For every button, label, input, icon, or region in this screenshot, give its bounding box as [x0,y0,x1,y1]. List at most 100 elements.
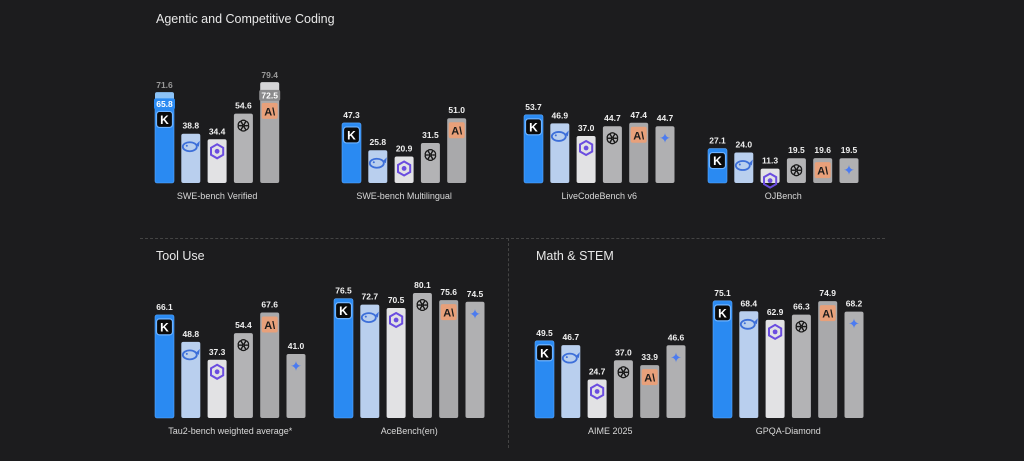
kimi-k-icon: K [334,302,353,320]
value-label: 19.5 [788,145,805,155]
value-label: 67.6 [261,300,278,310]
openai-icon [795,320,808,333]
qwen-icon [210,363,225,380]
svg-text:✦: ✦ [290,359,302,375]
deepseek-whale-icon [368,157,387,169]
value-label: 47.4 [630,110,647,120]
svg-text:A\: A\ [451,126,462,138]
value-label: 27.1 [709,136,726,146]
svg-text:K: K [540,346,549,360]
svg-text:✦: ✦ [670,350,682,366]
anthropic-icon: A\ [448,122,465,139]
svg-text:K: K [160,113,169,127]
bar-anthropic [439,300,459,418]
section-title-tool-use: Tool Use [156,249,205,263]
bar-qwen [765,319,785,418]
value-label: 37.3 [209,347,226,357]
benchmark-label: SWE-bench Verified [177,191,258,201]
kimi-k-icon: K [342,126,361,144]
gemini-sparkle-icon: ✦ [843,163,855,179]
value-label: 24.7 [589,366,606,376]
bar-kimi [333,298,354,419]
kimi-k-icon: K [155,110,174,129]
value-label: 19.6 [814,145,831,155]
deepseek-whale-icon [734,159,753,171]
bar-deepseek [561,345,581,418]
value-label: 76.5 [335,286,352,296]
svg-text:K: K [347,128,356,142]
bar-deepseek [734,152,754,183]
value-badge [154,98,175,110]
value-label: 34.4 [209,126,226,136]
value-label: 75.1 [714,288,731,298]
svg-text:K: K [713,154,722,168]
value-label: 66.1 [156,302,173,312]
anthropic-icon: A\ [261,316,278,333]
value-label: 80.1 [414,280,431,290]
svg-text:✦: ✦ [848,317,860,333]
anthropic-icon: A\ [630,126,647,143]
value-label: 31.5 [422,130,439,140]
value-label: 51.0 [448,105,465,115]
extra-value-label: 71.6 [156,80,173,90]
anthropic-icon: A\ [819,305,836,322]
svg-text:K: K [529,120,538,134]
section-title-coding: Agentic and Competitive Coding [156,12,335,26]
benchmark-label: OJBench [765,191,802,201]
bar-deepseek [368,150,388,183]
value-label: 49.5 [536,328,553,338]
svg-text:A\: A\ [443,308,454,320]
benchmark-label: Tau2-bench weighted average* [168,426,293,436]
value-label: 72.7 [362,292,379,302]
bar-openai [602,126,622,183]
qwen-icon [389,311,404,329]
deepseek-whale-icon [550,130,569,142]
bar-anthropic [260,312,280,418]
bar-gemini [286,354,306,418]
gemini-sparkle-icon: ✦ [670,350,682,366]
chart-panel: 66.1 K 48.8 37.3 54.4 67.6 A\ 41.0 ✦ Tau2-bench w… [154,300,306,436]
value-label: 74.9 [819,288,836,298]
value-label: 25.8 [370,137,387,147]
deepseek-whale-icon [181,348,200,361]
bar-openai [233,333,253,418]
value-label: 20.9 [396,143,413,153]
value-label: 46.9 [552,110,569,120]
extra-value-label: 79.4 [261,70,278,80]
qwen-icon [763,172,778,189]
kimi-k-icon: K [535,344,554,362]
openai-icon [424,149,437,161]
benchmark-label: AceBench(en) [381,426,438,436]
bar-anthropic [818,301,838,418]
openai-icon [790,164,803,177]
benchmark-label: AIME 2025 [588,426,633,436]
openai-icon [416,299,429,312]
bar-gemini [666,345,686,418]
bar-openai [791,314,811,418]
value-label: 54.6 [235,101,252,111]
gemini-sparkle-icon: ✦ [290,359,302,375]
benchmark-label: SWE-bench Multilingual [356,191,452,201]
value-label: 68.2 [846,299,863,309]
chart-panel: 71.6 65.8 K 38.8 34.4 54.6 79.4 72.5 A\ SWE-bench… [154,70,281,201]
anthropic-icon: A\ [641,369,658,386]
value-label: 53.7 [525,102,542,112]
bar-gemini [465,301,485,418]
bar-deepseek [181,341,201,418]
chart-panel: 47.3 K 25.8 20.9 31.5 51.0 A\ SWE-bench Multili… [341,105,467,201]
svg-text:A\: A\ [817,166,828,178]
gemini-sparkle-icon: ✦ [659,131,671,147]
benchmark-label: LiveCodeBench v6 [561,191,637,201]
gemini-sparkle-icon: ✦ [848,317,860,333]
value-label: 37.0 [578,123,595,133]
bar-gemini [655,126,675,183]
openai-icon [617,366,630,379]
value-label: 68.4 [741,298,758,308]
svg-text:✦: ✦ [659,131,671,147]
svg-text:K: K [160,320,169,334]
bar-gemini [839,158,859,183]
value-label: 24.0 [736,140,753,150]
chart-panel: 53.7 K 46.9 37.0 44.7 47.4 A\ 44.7 ✦ LiveCodeBenc… [523,102,675,201]
deepseek-whale-icon [739,318,758,330]
